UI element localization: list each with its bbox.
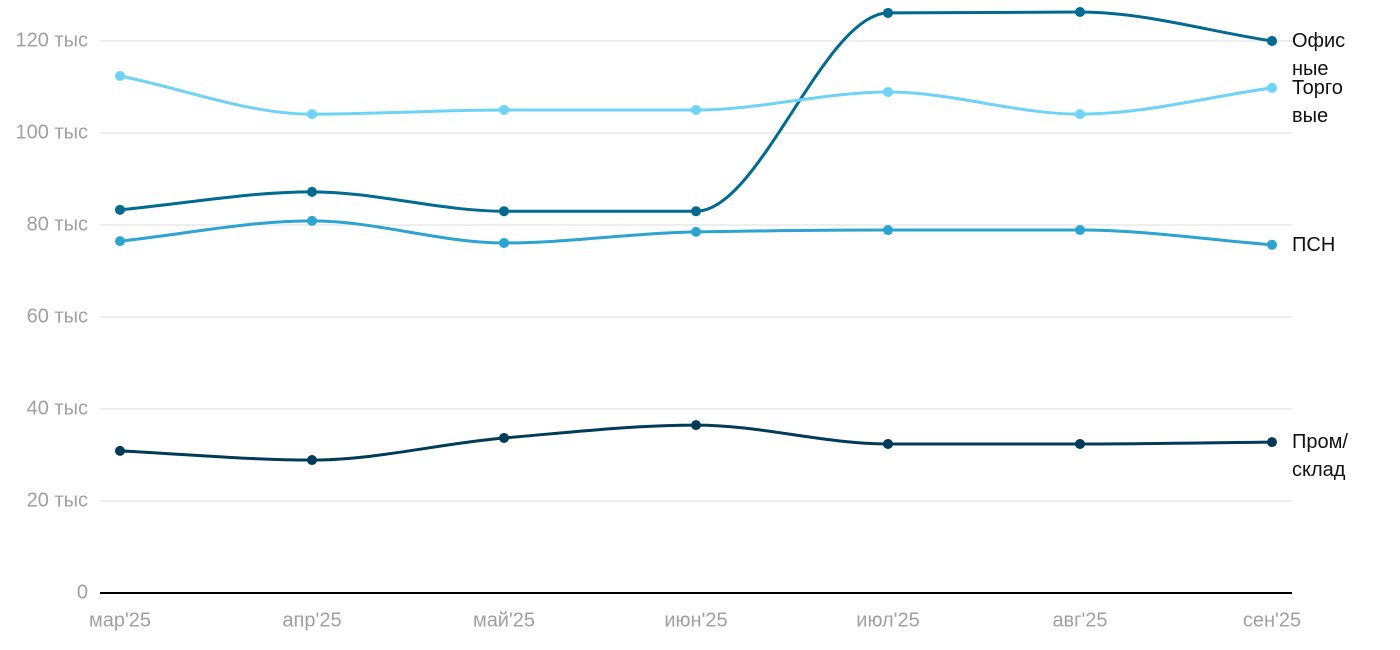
point	[691, 206, 701, 217]
point	[691, 420, 701, 431]
x-tick-label: апр'25	[282, 609, 341, 631]
point	[115, 204, 125, 215]
point	[1075, 225, 1085, 236]
point	[1267, 239, 1277, 250]
y-tick-label: 60 тыс	[27, 305, 88, 327]
y-tick-label: 80 тыс	[27, 213, 88, 235]
y-tick-label: 120 тыс	[16, 29, 88, 51]
point	[307, 109, 317, 120]
x-tick-label: май'25	[473, 609, 535, 631]
point	[499, 105, 509, 115]
point	[883, 7, 893, 18]
point	[307, 215, 317, 226]
series-label: Пром/склад	[1292, 431, 1348, 482]
x-tick-label: июл'25	[856, 609, 919, 631]
line	[119, 423, 1273, 462]
point	[115, 70, 125, 81]
point	[691, 105, 701, 115]
series-label: Офисные	[1292, 30, 1346, 80]
point	[883, 438, 893, 449]
x-tick-label: авг'25	[1052, 609, 1107, 631]
point	[115, 445, 125, 456]
point	[499, 432, 509, 443]
y-tick-label: 40 тыс	[27, 397, 88, 419]
point	[1075, 438, 1085, 449]
y-tick-label: 20 тыс	[27, 489, 88, 511]
point	[115, 236, 125, 247]
point	[1267, 82, 1277, 93]
y-tick-label: 100 тыс	[16, 121, 88, 143]
x-tick-label: мар'25	[89, 609, 151, 631]
point	[1075, 7, 1085, 18]
point	[499, 237, 509, 248]
series-label: Торговые	[1292, 76, 1343, 127]
point	[883, 225, 893, 236]
point	[883, 87, 893, 98]
point	[1075, 109, 1085, 120]
series-label: ПСН	[1292, 233, 1336, 256]
x-tick-label: сен'25	[1243, 609, 1301, 631]
x-tick-label: июн'25	[664, 609, 727, 631]
point	[499, 206, 509, 217]
y-tick-label: 0	[77, 581, 88, 603]
point	[1267, 437, 1277, 448]
point	[307, 186, 317, 197]
point	[1267, 36, 1277, 46]
point	[307, 455, 317, 466]
point	[691, 226, 701, 237]
